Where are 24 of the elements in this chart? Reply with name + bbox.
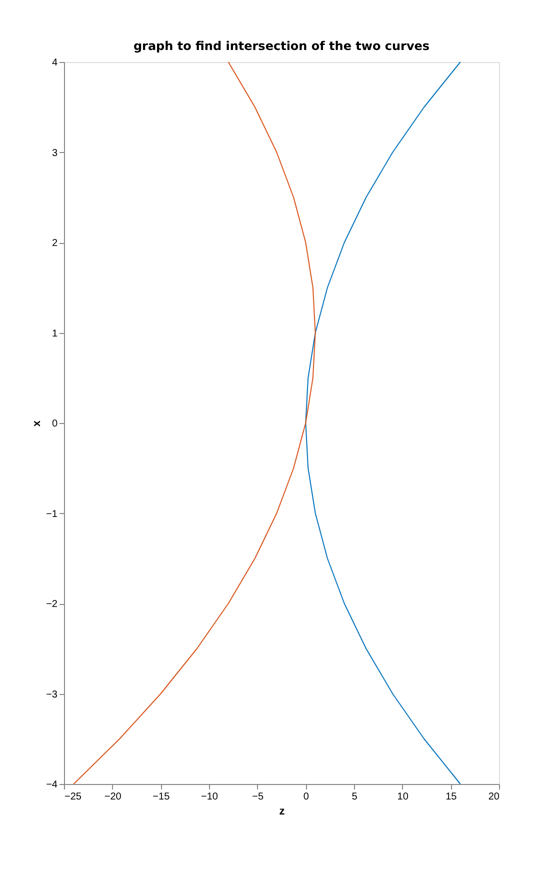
x-tick-label: −10 bbox=[201, 792, 218, 802]
x-tick-label: −25 bbox=[64, 792, 82, 802]
y-tick-label: −1 bbox=[46, 508, 58, 520]
y-tick-label: −4 bbox=[46, 780, 58, 790]
x-tick-label: 10 bbox=[397, 792, 409, 802]
chart-title: graph to find intersection of the two curves bbox=[133, 39, 430, 53]
line-series bbox=[305, 62, 461, 784]
y-tick-label: 4 bbox=[52, 58, 58, 68]
y-tick-label: 0 bbox=[52, 418, 58, 430]
x-tick-label: −5 bbox=[252, 792, 264, 802]
y-tick-label: 3 bbox=[52, 148, 58, 159]
x-axis-title: z bbox=[279, 806, 286, 818]
y-axis-title: x bbox=[31, 420, 44, 427]
x-tick-label: 20 bbox=[488, 792, 500, 802]
x-tick-label: 15 bbox=[446, 792, 458, 802]
x-tick-label: −15 bbox=[152, 792, 170, 802]
y-tick-label: −3 bbox=[46, 689, 58, 700]
x-tick-label: 5 bbox=[352, 792, 358, 802]
x-tick-label: 0 bbox=[303, 792, 310, 802]
x-tick-label: −20 bbox=[104, 792, 122, 802]
y-tick-label: 1 bbox=[52, 328, 58, 340]
line-series bbox=[73, 62, 316, 784]
y-tick-label: 2 bbox=[52, 238, 58, 249]
y-tick-label: −2 bbox=[46, 599, 58, 610]
